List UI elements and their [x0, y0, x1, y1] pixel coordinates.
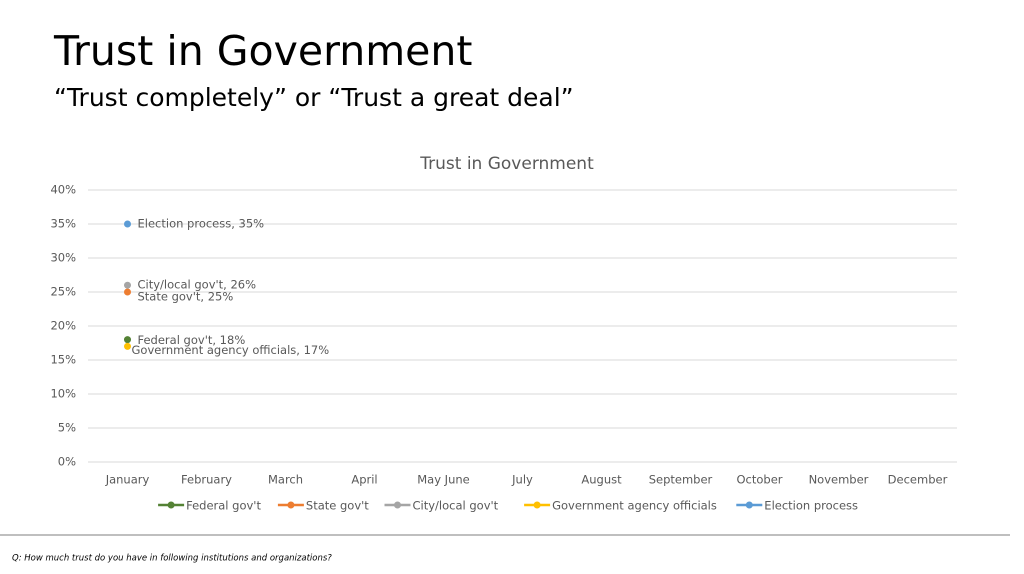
- data-label: Government agency officials, 17%: [132, 343, 330, 357]
- footnote: Q: How much trust do you have in followi…: [12, 554, 332, 564]
- data-point: [124, 342, 131, 350]
- x-tick-label: February: [181, 473, 232, 487]
- y-tick-label: 35%: [50, 217, 76, 231]
- legend-swatch-dot: [394, 501, 401, 509]
- slide-subtitle: “Trust completely” or “Trust a great dea…: [54, 83, 574, 112]
- data-label: City/local gov't, 26%: [138, 278, 257, 292]
- legend-swatch-dot: [287, 501, 295, 509]
- y-tick-label: 40%: [50, 183, 76, 197]
- legend-swatch-dot: [533, 501, 541, 509]
- data-point: [124, 220, 131, 228]
- x-tick-label: October: [736, 473, 782, 487]
- legend-label: State gov't: [306, 499, 369, 513]
- x-tick-label: May June: [417, 473, 469, 487]
- data-point: [124, 281, 131, 289]
- data-label: State gov't, 25%: [138, 290, 234, 304]
- x-tick-label: January: [105, 473, 150, 487]
- legend-label: City/local gov't: [413, 499, 499, 513]
- x-tick-label: November: [809, 473, 869, 487]
- x-tick-label: December: [888, 473, 948, 487]
- y-tick-label: 0%: [58, 455, 76, 469]
- legend-swatch-dot: [167, 501, 175, 509]
- x-tick-label: April: [351, 473, 377, 487]
- data-point: [124, 288, 131, 296]
- x-tick-label: March: [268, 473, 303, 487]
- x-tick-label: July: [511, 473, 533, 487]
- data-label: Federal gov't, 18%: [138, 333, 246, 347]
- legend-label: Election process: [764, 499, 858, 513]
- x-tick-label: September: [649, 473, 713, 487]
- legend-label: Federal gov't: [186, 499, 261, 513]
- data-point: [124, 336, 131, 344]
- y-tick-label: 25%: [50, 285, 76, 299]
- legend-swatch-dot: [745, 501, 753, 509]
- legend-label: Government agency officials: [552, 499, 717, 513]
- y-tick-label: 30%: [50, 251, 76, 265]
- y-tick-label: 10%: [50, 387, 76, 401]
- chart-title: Trust in Government: [419, 154, 594, 174]
- y-tick-label: 5%: [58, 421, 76, 435]
- slide-title: Trust in Government: [53, 27, 472, 75]
- x-tick-label: August: [581, 473, 622, 487]
- y-tick-label: 20%: [50, 319, 76, 333]
- y-tick-label: 15%: [50, 353, 76, 367]
- data-label: Election process, 35%: [138, 217, 265, 231]
